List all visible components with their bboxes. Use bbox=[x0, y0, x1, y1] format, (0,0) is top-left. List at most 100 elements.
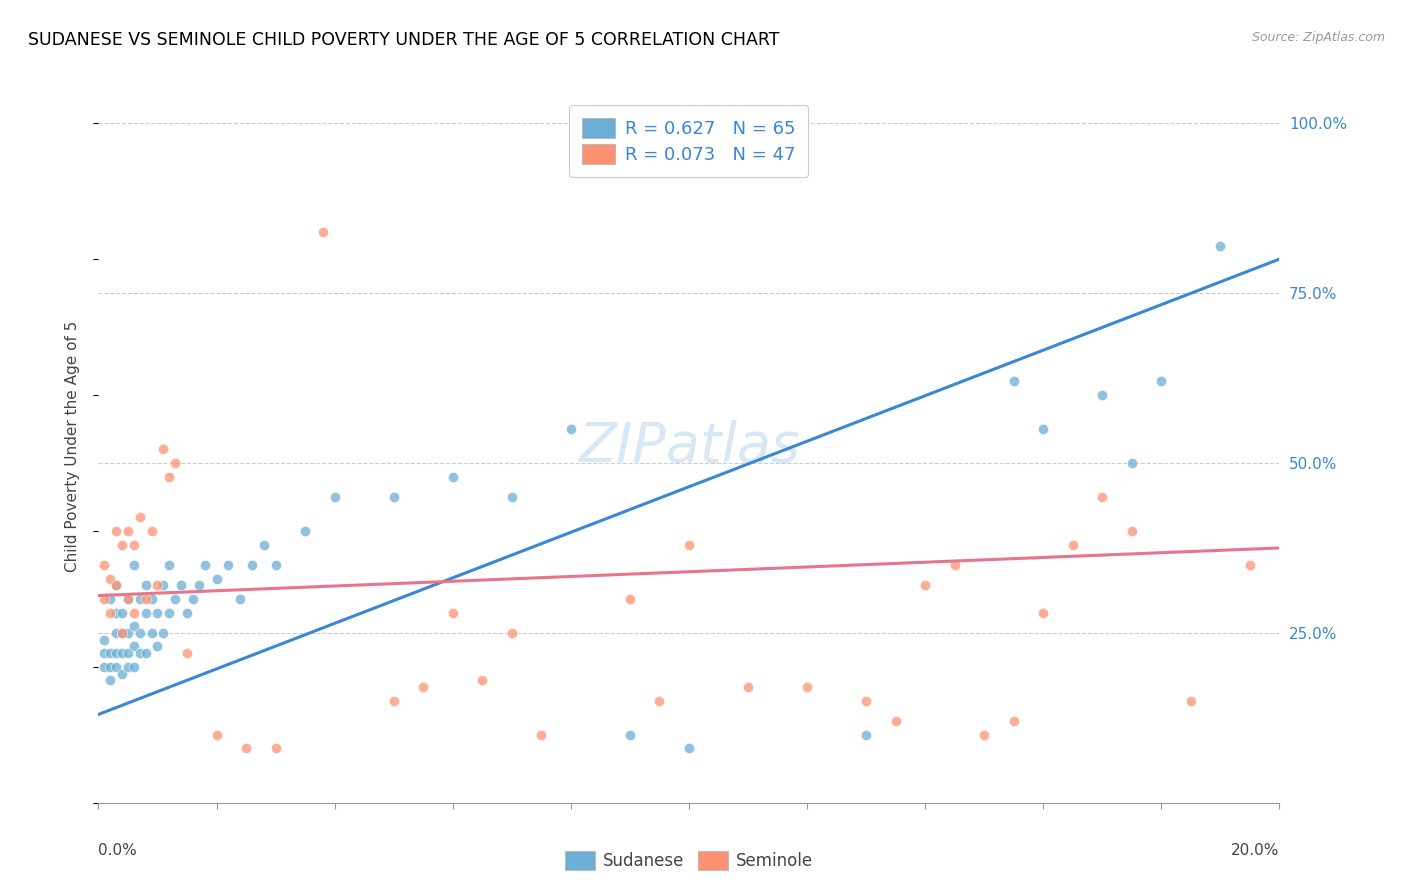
Point bbox=[165, 591, 187, 606]
Point bbox=[157, 606, 180, 620]
Y-axis label: Child Poverty Under the Age of 5: Child Poverty Under the Age of 5 bbox=[65, 320, 80, 572]
Point bbox=[122, 606, 145, 620]
Point bbox=[170, 578, 193, 592]
Text: ZIPatlas: ZIPatlas bbox=[578, 419, 800, 473]
Point bbox=[98, 660, 121, 674]
Text: Source: ZipAtlas.com: Source: ZipAtlas.com bbox=[1251, 31, 1385, 45]
Point bbox=[98, 606, 121, 620]
Point bbox=[128, 510, 150, 524]
Point bbox=[294, 524, 316, 538]
Point bbox=[176, 646, 198, 660]
Point bbox=[855, 694, 877, 708]
Point bbox=[973, 728, 995, 742]
Point bbox=[1091, 490, 1114, 504]
Point bbox=[382, 490, 405, 504]
Point bbox=[530, 728, 553, 742]
Point bbox=[157, 558, 180, 572]
Point bbox=[117, 591, 139, 606]
Point bbox=[229, 591, 252, 606]
Point bbox=[105, 660, 128, 674]
Text: SUDANESE VS SEMINOLE CHILD POVERTY UNDER THE AGE OF 5 CORRELATION CHART: SUDANESE VS SEMINOLE CHILD POVERTY UNDER… bbox=[28, 31, 779, 49]
Point bbox=[98, 591, 121, 606]
Point bbox=[253, 537, 276, 551]
Point bbox=[141, 524, 163, 538]
Point bbox=[117, 626, 139, 640]
Point bbox=[135, 591, 157, 606]
Point bbox=[111, 537, 134, 551]
Point bbox=[111, 606, 134, 620]
Point bbox=[141, 591, 163, 606]
Text: 20.0%: 20.0% bbox=[1232, 843, 1279, 858]
Point bbox=[98, 673, 121, 688]
Point bbox=[152, 578, 174, 592]
Point bbox=[205, 572, 228, 586]
Point bbox=[382, 694, 405, 708]
Point bbox=[1121, 524, 1143, 538]
Point bbox=[122, 537, 145, 551]
Point bbox=[264, 741, 287, 756]
Point bbox=[501, 490, 523, 504]
Point bbox=[117, 646, 139, 660]
Point bbox=[796, 680, 818, 694]
Point bbox=[128, 591, 150, 606]
Point bbox=[135, 578, 157, 592]
Point bbox=[128, 626, 150, 640]
Point bbox=[1121, 456, 1143, 470]
Point bbox=[105, 606, 128, 620]
Point bbox=[181, 591, 204, 606]
Point bbox=[111, 666, 134, 681]
Point bbox=[1032, 606, 1054, 620]
Point bbox=[205, 728, 228, 742]
Point bbox=[323, 490, 346, 504]
Point bbox=[884, 714, 907, 729]
Point bbox=[152, 626, 174, 640]
Point bbox=[737, 680, 759, 694]
Point bbox=[1209, 238, 1232, 252]
Point bbox=[235, 741, 257, 756]
Point bbox=[1239, 558, 1261, 572]
Point bbox=[678, 741, 700, 756]
Point bbox=[1062, 537, 1084, 551]
Point bbox=[619, 591, 641, 606]
Point bbox=[217, 558, 239, 572]
Point bbox=[111, 626, 134, 640]
Point bbox=[165, 456, 187, 470]
Legend: Sudanese, Seminole: Sudanese, Seminole bbox=[555, 841, 823, 880]
Point bbox=[1180, 694, 1202, 708]
Point bbox=[855, 728, 877, 742]
Point bbox=[441, 606, 464, 620]
Text: 0.0%: 0.0% bbox=[98, 843, 138, 858]
Point bbox=[152, 442, 174, 457]
Point bbox=[1002, 375, 1025, 389]
Point bbox=[141, 626, 163, 640]
Point bbox=[122, 660, 145, 674]
Point bbox=[146, 640, 169, 654]
Point bbox=[93, 632, 115, 647]
Point bbox=[117, 524, 139, 538]
Point bbox=[312, 225, 335, 239]
Point bbox=[157, 469, 180, 483]
Point bbox=[176, 606, 198, 620]
Point bbox=[93, 558, 115, 572]
Point bbox=[678, 537, 700, 551]
Point bbox=[619, 728, 641, 742]
Point bbox=[135, 646, 157, 660]
Point bbox=[194, 558, 217, 572]
Point bbox=[1032, 422, 1054, 436]
Point bbox=[943, 558, 966, 572]
Point bbox=[146, 606, 169, 620]
Point bbox=[105, 578, 128, 592]
Point bbox=[105, 578, 128, 592]
Point bbox=[98, 646, 121, 660]
Point bbox=[560, 422, 582, 436]
Point bbox=[117, 591, 139, 606]
Point bbox=[93, 660, 115, 674]
Point bbox=[441, 469, 464, 483]
Point bbox=[105, 524, 128, 538]
Point bbox=[105, 646, 128, 660]
Point bbox=[93, 646, 115, 660]
Point bbox=[122, 640, 145, 654]
Point bbox=[1091, 388, 1114, 402]
Point bbox=[501, 626, 523, 640]
Point bbox=[914, 578, 936, 592]
